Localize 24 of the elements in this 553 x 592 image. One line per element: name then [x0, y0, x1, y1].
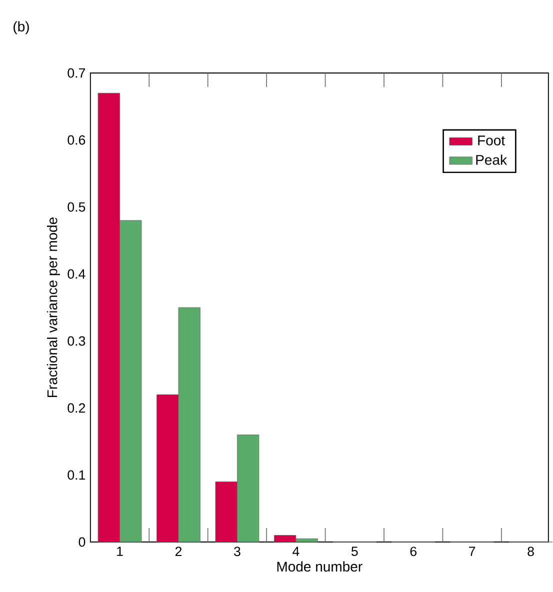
- legend-label: Peak: [476, 154, 508, 165]
- x-tick-label: 2: [176, 546, 182, 556]
- bar: [178, 307, 201, 542]
- chart-title: (b): [14, 21, 30, 34]
- x-tick-label: 5: [352, 546, 358, 556]
- x-tick-label: 1: [117, 546, 123, 556]
- bar: [237, 434, 260, 542]
- y-tick-label: 0.5: [68, 202, 86, 212]
- y-tick-label: 0.2: [68, 403, 86, 413]
- y-tick-label: 0.7: [68, 68, 86, 78]
- bar: [120, 220, 142, 542]
- x-axis-title: Mode number: [278, 561, 362, 572]
- x-tick-label: 6: [410, 546, 417, 556]
- y-tick-label: 0: [78, 537, 86, 547]
- x-tick-label: 8: [528, 546, 534, 556]
- y-tick-label: 0.6: [68, 135, 86, 145]
- legend-label: Foot: [478, 136, 506, 146]
- x-tick-label: 7: [469, 546, 476, 556]
- x-tick-label: 3: [234, 546, 240, 556]
- y-axis-title: Fractional variance per mode: [47, 218, 60, 398]
- y-tick-label: 0.3: [68, 336, 86, 346]
- y-tick-label: 0.4: [68, 269, 86, 279]
- x-tick-label: 4: [292, 546, 300, 556]
- y-tick-label: 0.1: [68, 470, 86, 480]
